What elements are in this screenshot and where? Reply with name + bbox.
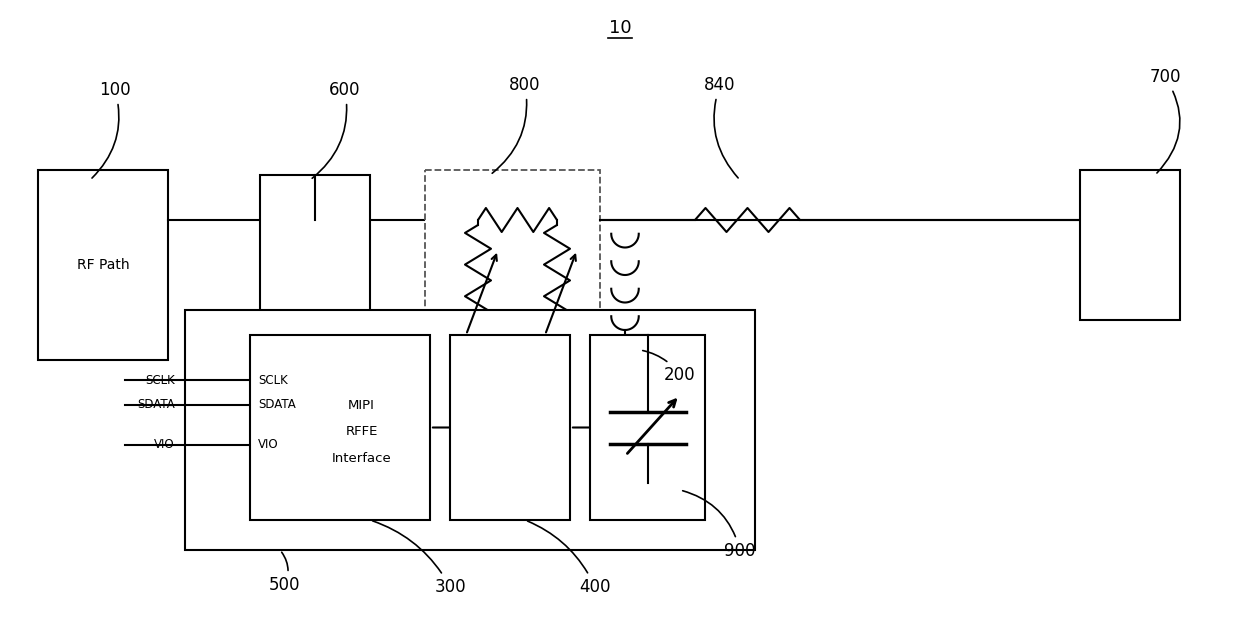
Bar	[590, 335, 706, 520]
Text: SCLK: SCLK	[145, 373, 175, 386]
Bar	[425, 170, 600, 355]
Text: 600: 600	[312, 81, 361, 178]
Text: Interface: Interface	[332, 452, 392, 465]
Text: 900: 900	[683, 491, 755, 560]
Text: 800: 800	[492, 76, 541, 173]
Text: VIO: VIO	[154, 439, 175, 452]
Text: RF Path: RF Path	[77, 258, 129, 272]
Text: 100: 100	[92, 81, 130, 178]
Text: RFFE: RFFE	[346, 424, 378, 437]
Text: 500: 500	[269, 552, 301, 594]
Text: MIPI: MIPI	[348, 399, 374, 412]
Text: 400: 400	[527, 521, 611, 596]
Bar	[1080, 170, 1180, 320]
Bar	[450, 335, 570, 520]
Text: SCLK: SCLK	[258, 373, 288, 386]
Bar	[185, 310, 755, 550]
Text: 200: 200	[642, 350, 696, 384]
Text: 300: 300	[373, 521, 466, 596]
Text: VIO: VIO	[258, 439, 279, 452]
Text: 700: 700	[1149, 68, 1180, 173]
Text: SDATA: SDATA	[138, 399, 175, 412]
Text: 10: 10	[609, 19, 631, 37]
Text: 840: 840	[704, 76, 738, 178]
Text: SDATA: SDATA	[258, 399, 296, 412]
Bar	[250, 335, 430, 520]
Bar	[38, 170, 167, 360]
Bar	[260, 175, 370, 315]
